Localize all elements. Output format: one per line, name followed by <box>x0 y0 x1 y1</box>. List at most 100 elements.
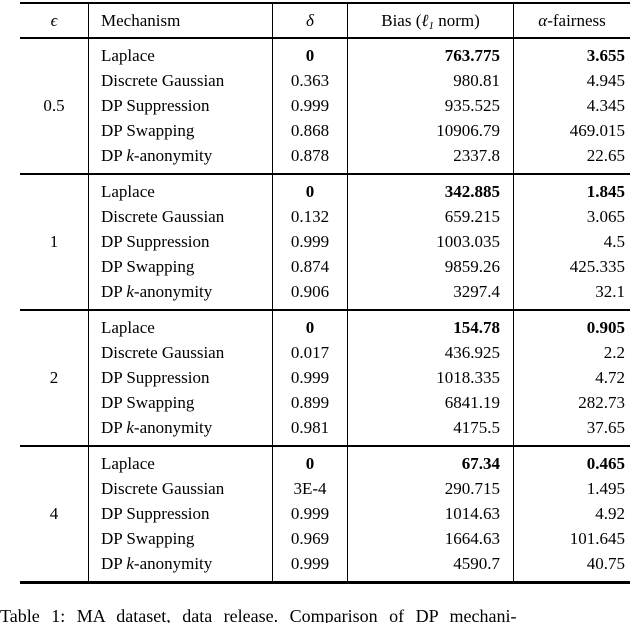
table-top-rule <box>20 2 630 4</box>
mechanism-cell: DP Swapping <box>101 529 195 548</box>
fairness-cell: 4.5 <box>603 232 625 251</box>
delta-symbol: δ <box>306 10 314 30</box>
delta-cell: 0.999 <box>290 554 330 573</box>
mechanism-cell: DP Suppression <box>101 232 210 251</box>
mechanism-cell: Laplace <box>101 454 155 473</box>
epsilon-group-4: 4 Laplace Discrete Gaussian DP Suppressi… <box>20 447 630 581</box>
mechanism-column: Laplace Discrete Gaussian DP Suppression… <box>88 447 272 581</box>
delta-cell: 0.017 <box>290 343 330 362</box>
header-alpha-fairness: α-fairness <box>513 4 630 37</box>
bias-cell: 3297.4 <box>453 282 500 301</box>
delta-cell: 0 <box>305 46 315 65</box>
bias-cell: 10906.79 <box>436 121 500 140</box>
mechanism-cell: DP Suppression <box>101 504 210 523</box>
bias-column: 67.34 290.715 1014.63 1664.63 4590.7 <box>347 447 513 581</box>
bias-cell: 436.925 <box>444 343 500 362</box>
bias-cell: 4175.5 <box>453 418 500 437</box>
mechanism-cell: DP Swapping <box>101 121 195 140</box>
mechanism-cell: DP k-anonymity <box>101 282 213 301</box>
mechanism-cell: DP Swapping <box>101 257 195 276</box>
delta-cell: 0.899 <box>290 393 330 412</box>
fairness-cell: 22.65 <box>586 146 625 165</box>
group-separator-rule <box>20 173 630 175</box>
fairness-cell: 40.75 <box>586 554 625 573</box>
mechanism-cell: DP Swapping <box>101 393 195 412</box>
bias-cell: 6841.19 <box>444 393 500 412</box>
delta-cell: 0 <box>305 454 315 473</box>
mechanism-cell: DP Suppression <box>101 368 210 387</box>
delta-cell: 0.981 <box>290 418 330 437</box>
delta-cell: 0.999 <box>290 504 330 523</box>
fairness-cell: 4.92 <box>595 504 625 523</box>
header-bias: Bias (ℓ1 norm) <box>347 4 513 37</box>
mechanism-cell: Discrete Gaussian <box>101 479 225 498</box>
bias-column: 154.78 436.925 1018.335 6841.19 4175.5 <box>347 311 513 445</box>
fairness-cell: 469.015 <box>569 121 625 140</box>
table-header-row: ϵ Mechanism δ Bias (ℓ1 norm) α-fairness <box>20 4 630 37</box>
mechanism-cell: Discrete Gaussian <box>101 71 225 90</box>
fairness-cell: 0.905 <box>586 318 625 337</box>
mechanism-cell: DP k-anonymity <box>101 554 213 573</box>
dp-mechanisms-table: ϵ Mechanism δ Bias (ℓ1 norm) α-fairness … <box>20 2 630 584</box>
mechanism-column: Laplace Discrete Gaussian DP Suppression… <box>88 175 272 309</box>
table-bottom-rule <box>20 581 630 584</box>
bias-cell: 1014.63 <box>444 504 500 523</box>
delta-cell: 0.999 <box>290 232 330 251</box>
bias-cell: 4590.7 <box>453 554 500 573</box>
bias-cell: 342.885 <box>444 182 500 201</box>
epsilon-value: 1 <box>49 232 59 251</box>
mechanism-cell: DP Suppression <box>101 96 210 115</box>
mechanism-cell: Discrete Gaussian <box>101 207 225 226</box>
mechanism-cell: Laplace <box>101 182 155 201</box>
bias-cell: 1018.335 <box>436 368 500 387</box>
fairness-cell: 37.65 <box>586 418 625 437</box>
fairness-column: 0.465 1.495 4.92 101.645 40.75 <box>513 447 630 581</box>
fairness-column: 3.655 4.945 4.345 469.015 22.65 <box>513 39 630 173</box>
delta-column: 0 0.017 0.999 0.899 0.981 <box>272 311 347 445</box>
header-separator-rule <box>20 37 630 39</box>
fairness-cell: 2.2 <box>603 343 625 362</box>
fairness-cell: 32.1 <box>595 282 625 301</box>
mechanism-column: Laplace Discrete Gaussian DP Suppression… <box>88 39 272 173</box>
bias-cell: 980.81 <box>453 71 500 90</box>
epsilon-value: 2 <box>49 368 59 387</box>
header-mechanism: Mechanism <box>88 4 272 37</box>
fairness-cell: 4.945 <box>586 71 625 90</box>
bias-cell: 935.525 <box>444 96 500 115</box>
delta-cell: 0 <box>305 318 315 337</box>
mechanism-cell: Laplace <box>101 318 155 337</box>
delta-cell: 0.363 <box>290 71 330 90</box>
bias-cell: 290.715 <box>444 479 500 498</box>
epsilon-symbol: ϵ <box>50 10 58 30</box>
delta-cell: 0.874 <box>290 257 330 276</box>
alpha-symbol: α <box>538 10 548 30</box>
fairness-cell: 4.72 <box>595 368 625 387</box>
epsilon-value: 4 <box>49 504 59 523</box>
delta-column: 0 0.132 0.999 0.874 0.906 <box>272 175 347 309</box>
delta-cell: 0.999 <box>290 368 330 387</box>
delta-cell: 0 <box>305 182 315 201</box>
fairness-cell: 101.645 <box>569 529 625 548</box>
fairness-cell: 1.845 <box>586 182 625 201</box>
delta-cell: 0.999 <box>290 96 330 115</box>
bias-cell: 154.78 <box>453 318 500 337</box>
mechanism-cell: DP k-anonymity <box>101 146 213 165</box>
group-separator-rule <box>20 445 630 447</box>
header-delta: δ <box>272 4 347 37</box>
bias-cell: 67.34 <box>461 454 500 473</box>
delta-cell: 0.878 <box>290 146 330 165</box>
delta-cell: 0.906 <box>290 282 330 301</box>
epsilon-group-2: 2 Laplace Discrete Gaussian DP Suppressi… <box>20 311 630 445</box>
bias-cell: 9859.26 <box>444 257 500 276</box>
mechanism-column: Laplace Discrete Gaussian DP Suppression… <box>88 311 272 445</box>
fairness-cell: 282.73 <box>578 393 625 412</box>
delta-column: 0 0.363 0.999 0.868 0.878 <box>272 39 347 173</box>
delta-cell: 0.868 <box>290 121 330 140</box>
mechanism-cell: Discrete Gaussian <box>101 343 225 362</box>
ell-symbol: ℓ1 <box>421 10 434 32</box>
fairness-cell: 0.465 <box>586 454 625 473</box>
header-epsilon: ϵ <box>20 4 88 37</box>
bias-column: 763.775 980.81 935.525 10906.79 2337.8 <box>347 39 513 173</box>
fairness-cell: 3.655 <box>586 46 625 65</box>
